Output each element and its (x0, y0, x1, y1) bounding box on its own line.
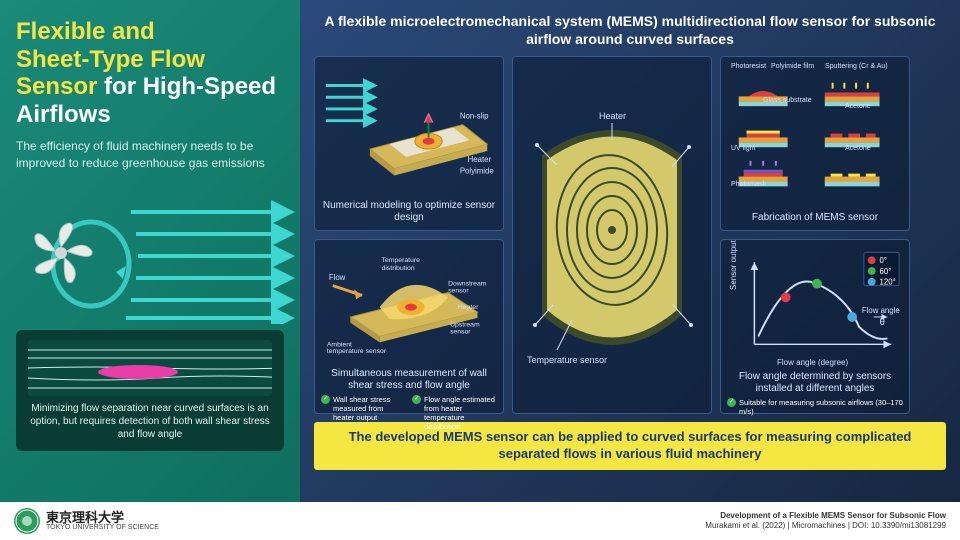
svg-text:Polyimide: Polyimide (460, 167, 494, 176)
ylabel: Sensor output (729, 241, 738, 291)
xlabel: Flow angle (degree) (777, 358, 848, 367)
svg-text:Heater: Heater (599, 111, 626, 121)
svg-text:distribution: distribution (382, 265, 415, 272)
right-column: A flexible microelectromechanical system… (300, 0, 960, 540)
check-icon: ✓ (412, 395, 421, 404)
p3-caption: Fabrication of MEMS sensor (727, 212, 903, 224)
panel-fabrication: Photoresist Polyimide film Glass substra… (720, 56, 910, 231)
fabrication-steps: Photoresist Polyimide film Glass substra… (727, 63, 903, 208)
p4-bul: Suitable for measuring subsonic airflows… (739, 398, 903, 416)
flow-angle-chart: 0° 60° 120° Flow angle θ (727, 246, 903, 366)
p2-caption: Simultaneous measurement of wall shear s… (321, 368, 497, 392)
lbl-photomask: Photomask (731, 181, 766, 188)
cite-title: Development of a Flexible MEMS Sensor fo… (705, 511, 946, 521)
svg-text:Heater: Heater (468, 155, 492, 164)
svg-text:60°: 60° (880, 267, 892, 276)
panel-flow-angle-chart: 0° 60° 120° Flow angle θ (720, 239, 910, 414)
svg-text:Temperature sensor: Temperature sensor (527, 355, 607, 365)
svg-text:Flow: Flow (329, 273, 346, 282)
p2-bul2: Flow angle estimated from heater tempera… (424, 395, 497, 431)
p2-bullets: ✓Wall shear stress measured from heater … (321, 395, 497, 431)
fan-illustration (16, 188, 284, 318)
right-heading: A flexible microelectromechanical system… (314, 12, 946, 48)
panel-grid: Non-slip Heater Polyimide Numerical mode… (314, 56, 946, 414)
svg-text:Temperature: Temperature (382, 258, 421, 265)
check-icon: ✓ (321, 395, 330, 404)
p4-bullets: ✓Suitable for measuring subsonic airflow… (727, 398, 903, 416)
svg-text:temperature sensor: temperature sensor (327, 348, 387, 355)
lbl-acetone1: Acetone (845, 103, 871, 110)
university-logo: 東京理科大学 TOKYO UNIVERSITY OF SCIENCE (14, 508, 159, 534)
separation-caption: Minimizing flow separation near curved s… (28, 402, 272, 441)
main-title: Flexible and Sheet-Type Flow Sensor for … (16, 18, 284, 128)
panel-numerical-modeling: Non-slip Heater Polyimide Numerical mode… (314, 56, 504, 231)
title-highlight-1: Flexible and (16, 18, 155, 45)
svg-text:sensor: sensor (450, 329, 471, 336)
svg-text:Heater: Heater (458, 304, 479, 311)
numerical-modeling-illustration: Non-slip Heater Polyimide (321, 63, 497, 196)
lbl-acetone2: Acetone (845, 145, 871, 152)
logo-jp: 東京理科大学 (46, 511, 159, 524)
lbl-polyfilm: Polyimide film (771, 63, 814, 70)
p1-caption: Numerical modeling to optimize sensor de… (321, 200, 497, 224)
subtitle: The efficiency of fluid machinery needs … (16, 138, 284, 172)
simultaneous-illustration: Flow Temperature distribution Downstream… (321, 246, 497, 363)
lbl-sputtering: Sputtering (Cr & Au) (825, 63, 888, 70)
svg-text:0°: 0° (880, 257, 887, 266)
check-icon: ✓ (727, 398, 736, 407)
fan-icon (26, 218, 96, 288)
separation-diagram (28, 340, 272, 396)
footer: 東京理科大学 TOKYO UNIVERSITY OF SCIENCE Devel… (0, 502, 960, 540)
svg-text:sensor: sensor (448, 288, 469, 295)
svg-text:Flow angle: Flow angle (862, 306, 900, 315)
panel-curved-surface: Heater Temperature sensor (512, 56, 712, 414)
panel-simultaneous-measurement: Flow Temperature distribution Downstream… (314, 239, 504, 414)
svg-text:Non-slip: Non-slip (460, 112, 489, 121)
curved-sensor-icon: Heater Temperature sensor (517, 75, 707, 395)
lbl-glass: Glass substrate (763, 97, 812, 104)
citation: Development of a Flexible MEMS Sensor fo… (705, 511, 946, 532)
logo-icon (14, 508, 40, 534)
p2-bul1: Wall shear stress measured from heater o… (333, 395, 406, 431)
svg-text:120°: 120° (880, 278, 896, 287)
logo-en: TOKYO UNIVERSITY OF SCIENCE (46, 524, 159, 531)
cite-line: Murakami et al. (2022) | Micromachines |… (705, 521, 946, 531)
separation-box: Minimizing flow separation near curved s… (16, 330, 284, 451)
lbl-photoresist: Photoresist (731, 63, 766, 70)
lbl-uv: UV light (731, 145, 756, 152)
left-column: Flexible and Sheet-Type Flow Sensor for … (0, 0, 300, 540)
p4-caption: Flow angle determined by sensors install… (727, 371, 903, 395)
